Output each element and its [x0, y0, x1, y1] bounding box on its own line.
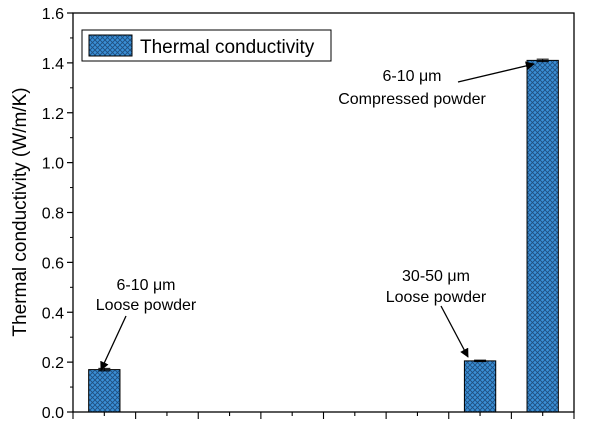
annotation-arrow [100, 315, 127, 371]
x-axis-ticks [72, 412, 575, 419]
y-tick-label: 0.0 [42, 405, 64, 422]
y-tick-label: 0.2 [42, 355, 64, 372]
annotation-size: 6-10 μm [382, 68, 441, 85]
annotation-description: Compressed powder [338, 91, 486, 108]
bars [88, 59, 559, 413]
error-bars [98, 58, 549, 372]
y-tick-label: 1.2 [42, 106, 64, 123]
legend-swatch [88, 34, 133, 57]
y-tick-label: 0.8 [42, 206, 64, 223]
legend-label: Thermal conductivity [140, 37, 315, 58]
y-tick-label: 1.4 [42, 56, 64, 73]
annotation-size: 30-50 μm [402, 268, 470, 285]
y-tick-label: 1.6 [42, 6, 64, 23]
annotation-size: 6-10 μm [116, 277, 175, 294]
annotation-description: Loose powder [386, 289, 487, 306]
annotation-description: Loose powder [96, 297, 197, 314]
bar [88, 369, 121, 413]
annotations: 6-10 μm Loose powder 30-50 μm Loose powder 6… [96, 61, 535, 371]
legend: Thermal conductivity [81, 29, 332, 62]
annotation-arrow [457, 61, 535, 83]
bar [526, 59, 559, 413]
y-tick-label: 1.0 [42, 156, 64, 173]
y-axis-label: Thermal conductivity (W/m/K) [10, 87, 31, 336]
y-tick-label: 0.4 [42, 305, 64, 322]
bar [463, 360, 497, 413]
y-axis-ticks: 0.0 0.2 0.4 0.6 0.8 1.0 1.2 1.4 1.6 [42, 6, 73, 422]
plot-frame [72, 12, 575, 413]
annotation-arrow [440, 305, 469, 358]
y-tick-label: 0.6 [42, 255, 64, 272]
